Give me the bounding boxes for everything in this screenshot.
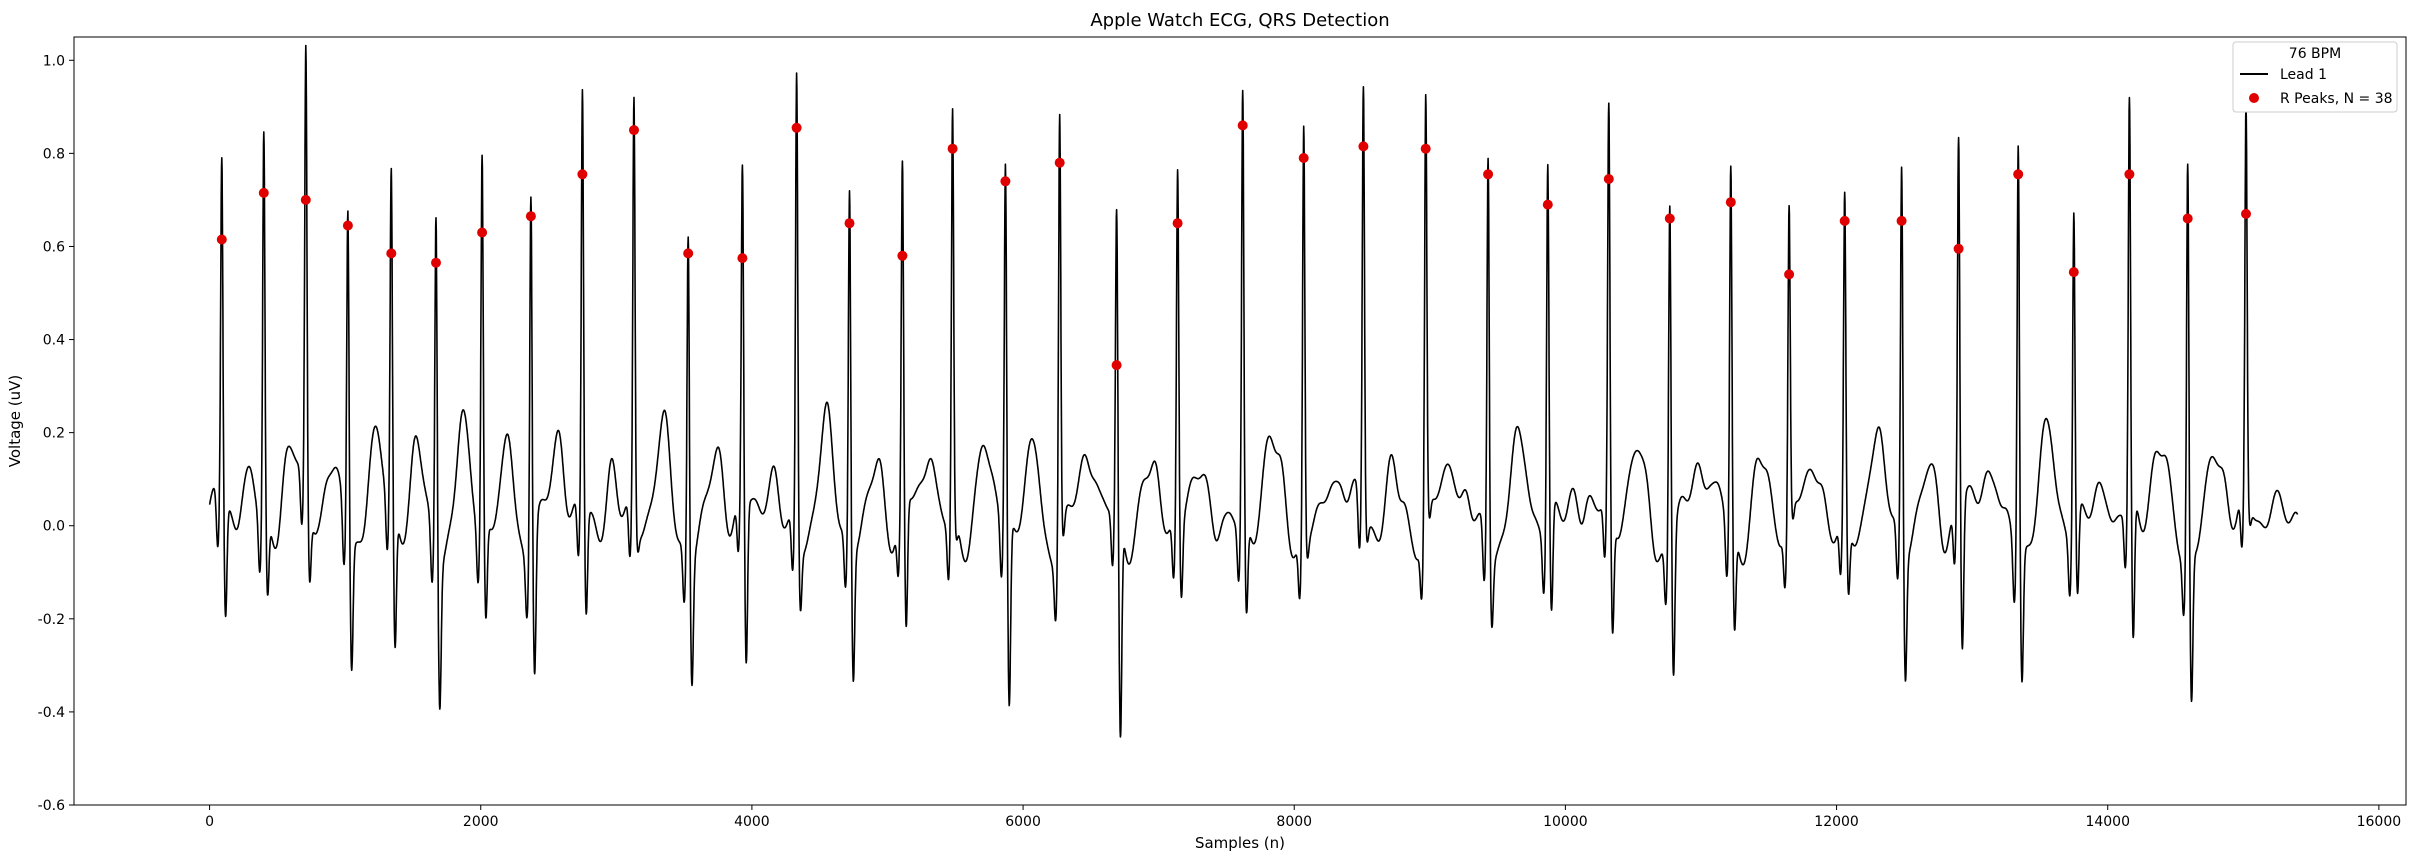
r-peak-marker: [629, 125, 639, 136]
r-peak-marker: [2068, 267, 2079, 278]
r-peak-marker: [1953, 243, 1964, 254]
r-peak-marker: [2124, 169, 2135, 180]
r-peak-marker: [1358, 141, 1369, 152]
x-axis: 0 2000 4000 6000 8000 10000 12000 14000 16000: [205, 805, 2401, 830]
r-peak-marker: [2013, 169, 2024, 180]
r-peak-marker: [1664, 213, 1675, 224]
r-peak-marker: [300, 194, 311, 205]
r-peak-marker: [1784, 269, 1795, 280]
r-peak-marker: [2182, 213, 2193, 224]
r-peak-marker: [525, 211, 536, 222]
x-tick-label: 2000: [463, 814, 499, 830]
legend-entry-peaks: R Peaks, N = 38: [2280, 91, 2393, 107]
legend-box: [2232, 41, 2398, 113]
y-tick-label: -0.4: [38, 705, 65, 721]
y-tick-label: 1.0: [43, 53, 65, 69]
r-peak-marker: [737, 253, 748, 264]
legend-dot-swatch: [2249, 93, 2259, 103]
r-peak-marker: [431, 257, 441, 268]
r-peak-marker: [2241, 208, 2251, 219]
legend: 76 BPM Lead 1 R Peaks, N = 38: [2232, 41, 2398, 113]
r-peak-marker: [1483, 169, 1494, 180]
r-peak-marker: [1054, 157, 1065, 168]
x-tick-label: 16000: [2357, 814, 2402, 830]
y-axis-label: Voltage (uV): [6, 375, 24, 468]
r-peak-marker: [477, 227, 488, 238]
x-tick-label: 8000: [1276, 814, 1312, 830]
x-axis-label: Samples (n): [1195, 834, 1285, 852]
x-tick-label: 6000: [1005, 814, 1041, 830]
r-peak-marker: [386, 248, 397, 259]
x-tick-label: 4000: [734, 814, 770, 830]
r-peak-marker: [216, 234, 227, 245]
r-peak-marker: [1542, 199, 1553, 210]
x-tick-label: 10000: [1543, 814, 1588, 830]
r-peak-marker: [947, 143, 958, 154]
x-tick-label: 0: [205, 814, 214, 830]
r-peak-marker: [791, 122, 802, 133]
y-tick-label: 0.8: [43, 146, 65, 162]
r-peak-marker: [1603, 174, 1614, 184]
r-peak-marker: [897, 250, 908, 261]
y-tick-label: 0.6: [43, 239, 65, 255]
r-peak-marker: [1725, 197, 1736, 208]
y-tick-label: 0.0: [43, 519, 65, 535]
r-peak-marker: [1896, 215, 1907, 226]
r-peak-marker: [1839, 215, 1850, 226]
legend-title: 76 BPM: [2289, 46, 2341, 62]
r-peak-marker: [342, 220, 353, 231]
ecg-lead-1-line: [208, 44, 2299, 738]
r-peak-marker: [683, 248, 694, 259]
r-peak-marker: [258, 187, 269, 198]
r-peak-marker: [1111, 360, 1122, 371]
r-peak-marker: [1420, 143, 1431, 154]
y-tick-label: 0.4: [43, 333, 65, 349]
r-peak-marker: [1237, 120, 1248, 131]
r-peak-marker: [577, 169, 588, 180]
x-tick-label: 12000: [1814, 814, 1859, 830]
r-peak-marker: [844, 218, 855, 229]
y-tick-label: -0.2: [38, 612, 65, 628]
y-tick-label: 0.2: [43, 426, 65, 442]
x-tick-label: 14000: [2085, 814, 2130, 830]
y-tick-label: -0.6: [38, 798, 65, 814]
r-peak-marker: [1298, 153, 1309, 163]
axes-frame: [73, 36, 2407, 806]
chart-title: Apple Watch ECG, QRS Detection: [1090, 10, 1389, 31]
plot-area: [208, 44, 2299, 738]
y-axis: -0.6 -0.4 -0.2 0.0 0.2 0.4 0.6 0.8 1.0: [38, 53, 74, 814]
r-peak-marker: [1172, 218, 1183, 229]
legend-entry-lead: Lead 1: [2280, 67, 2327, 83]
r-peak-marker: [1000, 176, 1011, 187]
